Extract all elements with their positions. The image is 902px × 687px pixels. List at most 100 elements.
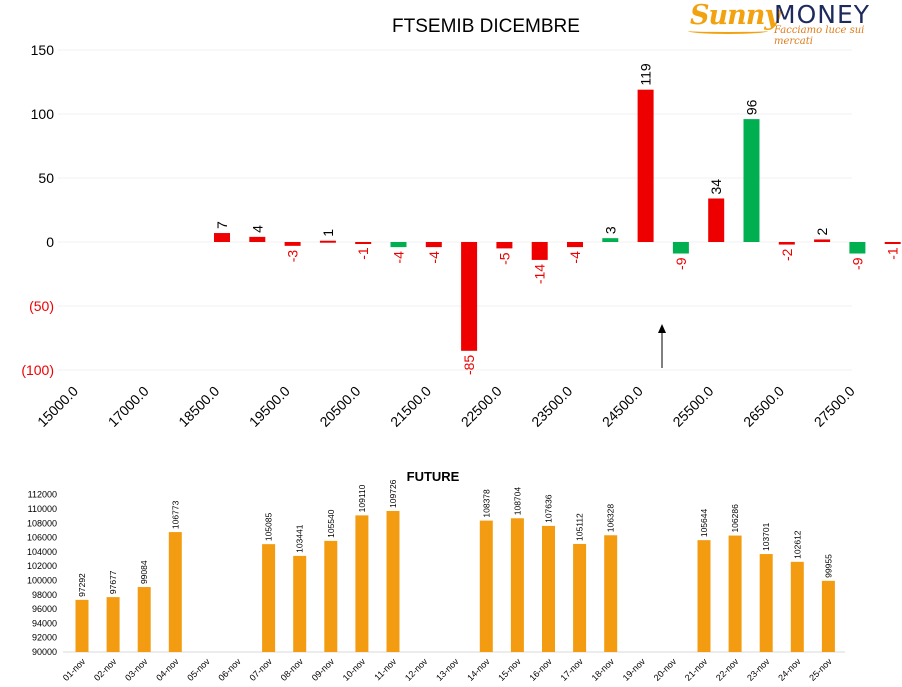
bar: [75, 599, 89, 652]
bar: [790, 561, 804, 652]
y-tick-label: 150: [31, 42, 55, 58]
data-label: 7: [214, 221, 230, 229]
data-label: -1: [885, 247, 901, 260]
logo-tagline: Facciamo luce sui mercati: [774, 25, 865, 47]
bar: [814, 239, 831, 242]
bar: [708, 198, 725, 242]
bar: [637, 89, 654, 243]
x-tick-label: 06-nov: [216, 656, 243, 683]
x-tick-label: 09-nov: [310, 656, 337, 683]
x-tick-label: 23-nov: [745, 656, 772, 683]
x-tick-label: 22-nov: [714, 656, 741, 683]
x-tick-label: 04-nov: [154, 656, 181, 683]
data-label: 99955: [823, 554, 833, 578]
data-label: 96: [744, 99, 760, 115]
y-tick-label: 100: [31, 106, 55, 122]
data-label: 2: [814, 227, 830, 235]
bar: [284, 242, 301, 246]
bar: [479, 520, 493, 652]
bar: [106, 597, 120, 652]
x-tick-label: 01-nov: [61, 656, 88, 683]
data-label: 109726: [388, 479, 398, 508]
y-tick-label: (50): [29, 298, 54, 314]
data-label: 103701: [761, 522, 771, 551]
bar: [425, 242, 442, 248]
chart-title: FTSEMIB DICEMBRE: [392, 16, 580, 37]
x-tick-label: 17-nov: [558, 656, 585, 683]
bar: [849, 242, 866, 254]
data-label: 1: [320, 229, 336, 237]
data-label: 106328: [606, 504, 616, 533]
bar: [386, 510, 400, 652]
x-tick-label: 21-nov: [683, 656, 710, 683]
bar: [697, 540, 711, 652]
y-tick-label: (100): [21, 362, 54, 378]
bar: [262, 544, 276, 652]
data-label: 34: [708, 179, 724, 195]
x-tick-label: 15-nov: [496, 656, 523, 683]
y-tick-label: 0: [46, 234, 54, 250]
x-tick-label: 20-nov: [652, 656, 679, 683]
y-tick-label: 94000: [32, 618, 57, 628]
bar: [759, 554, 773, 652]
bar: [319, 240, 336, 243]
x-tick-label: 07-nov: [247, 656, 274, 683]
bar: [324, 540, 338, 652]
x-tick-label: 13-nov: [434, 656, 461, 683]
bar: [249, 236, 266, 242]
bar: [604, 535, 618, 652]
bar: [821, 580, 835, 652]
bar: [496, 242, 513, 249]
y-tick-label: 112000: [28, 490, 57, 500]
x-tick-label: 11-nov: [372, 656, 398, 682]
data-label: 103441: [295, 524, 305, 553]
bar: [743, 119, 760, 242]
data-label: 109110: [357, 484, 367, 512]
data-label: -3: [285, 250, 301, 263]
x-tick-label: 03-nov: [123, 656, 150, 683]
bar: [602, 238, 619, 242]
y-tick-label: 100000: [27, 576, 57, 586]
bar: [293, 555, 307, 652]
x-tick-label: 02-nov: [92, 656, 119, 683]
bar: [573, 543, 587, 652]
annotation-arrow-head: [658, 324, 666, 333]
data-label: -2: [779, 248, 795, 261]
strike-open-interest-chart: FTSEMIB DICEMBRE 150 100 50 0 (50) (100) 7 4 -3 1 -…: [21, 16, 901, 430]
bar: [390, 242, 407, 248]
data-label: 108704: [512, 487, 522, 516]
y-tick-label: 102000: [27, 561, 57, 571]
bar: [567, 242, 583, 248]
y-tick-label: 50: [38, 170, 54, 186]
x-tick-label: 25-nov: [807, 656, 834, 683]
data-label: 105644: [699, 509, 709, 538]
data-label: 97677: [108, 570, 118, 594]
logo-money-text: MONEY: [774, 0, 871, 29]
x-tick-label: 12-nov: [403, 656, 430, 683]
bar: [728, 535, 742, 652]
logo-swoosh: [688, 28, 768, 34]
y-tick-label: 110000: [28, 504, 57, 514]
x-tick-label: 05-nov: [185, 656, 212, 683]
data-label: 106286: [730, 504, 740, 533]
bar: [355, 515, 369, 652]
bar: [461, 242, 478, 351]
y-tick-label: 90000: [32, 647, 57, 657]
data-label: -5: [496, 252, 512, 265]
y-tick-label: 98000: [32, 590, 57, 600]
data-label: 3: [602, 226, 618, 234]
data-label: 105112: [575, 513, 585, 541]
future-title: FUTURE: [407, 469, 460, 484]
bar: [168, 532, 182, 652]
data-label: 99084: [139, 560, 149, 584]
x-tick-label: 18-nov: [590, 656, 617, 683]
data-label: 107636: [544, 494, 554, 523]
bar: [510, 518, 524, 652]
x-tick-label: 10-nov: [341, 656, 368, 683]
data-label: 105540: [326, 509, 336, 538]
y-tick-label: 96000: [32, 604, 57, 614]
brand-logo: Sunny MONEY Facciamo luce sui mercati: [688, 0, 898, 47]
data-label: 119: [638, 63, 654, 86]
x-tick-label: 24-nov: [776, 656, 803, 683]
bar: [672, 242, 689, 254]
